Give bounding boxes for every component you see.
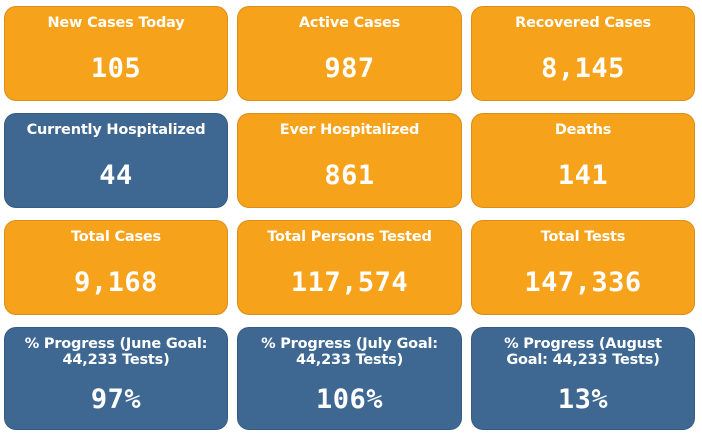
tile-total-tests: Total Tests 147,336 [471, 220, 695, 315]
tile-value: 105 [90, 53, 142, 84]
tile-label: Total Cases [71, 229, 161, 245]
tile-label: % Progress (June Goal: 44,233 Tests) [24, 336, 208, 368]
tile-deaths: Deaths 141 [471, 113, 695, 208]
tile-value: 8,145 [541, 53, 625, 84]
tile-currently-hospitalized: Currently Hospitalized 44 [4, 113, 228, 208]
tile-recovered-cases: Recovered Cases 8,145 [471, 6, 695, 101]
tile-label: % Progress (July Goal: 44,233 Tests) [261, 336, 438, 368]
tile-value: 44 [99, 160, 133, 191]
tile-value: 117,574 [290, 267, 409, 298]
tile-value: 147,336 [524, 267, 642, 298]
tile-active-cases: Active Cases 987 [237, 6, 462, 101]
tile-label: % Progress (August Goal: 44,233 Tests) [504, 336, 662, 368]
tile-value: 861 [324, 160, 375, 191]
tile-label: Total Persons Tested [267, 229, 432, 245]
tile-progress-august: % Progress (August Goal: 44,233 Tests) 1… [471, 327, 695, 430]
tile-total-persons-tested: Total Persons Tested 117,574 [237, 220, 462, 315]
tile-total-cases: Total Cases 9,168 [4, 220, 228, 315]
tile-label: Ever Hospitalized [279, 122, 420, 138]
tile-ever-hospitalized: Ever Hospitalized 861 [237, 113, 462, 208]
tile-progress-june: % Progress (June Goal: 44,233 Tests) 97% [4, 327, 228, 430]
tile-label: Currently Hospitalized [26, 122, 206, 138]
tile-label: New Cases Today [47, 15, 185, 31]
tile-value: 97% [90, 384, 142, 415]
tile-new-cases-today: New Cases Today 105 [4, 6, 228, 101]
tile-value: 141 [557, 160, 609, 191]
tile-label: Deaths [554, 122, 612, 138]
tile-label: Recovered Cases [515, 15, 651, 31]
tile-value: 9,168 [74, 267, 158, 298]
tile-label: Total Tests [540, 229, 626, 245]
dashboard-tiles-grid: New Cases Today 105 Active Cases 987 Rec… [4, 6, 695, 430]
tile-value: 987 [324, 53, 375, 84]
tile-label: Active Cases [298, 15, 401, 31]
tile-progress-july: % Progress (July Goal: 44,233 Tests) 106… [237, 327, 462, 430]
tile-value: 106% [315, 384, 384, 415]
tile-value: 13% [557, 384, 609, 415]
